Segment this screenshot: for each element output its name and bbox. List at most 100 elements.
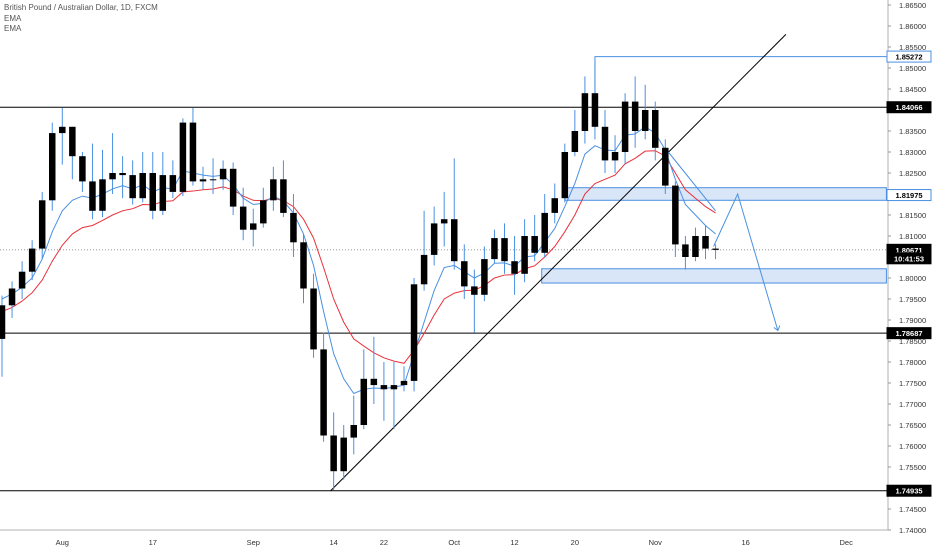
candle-body [380,385,388,390]
candle-body [229,168,237,207]
x-tick-label: Aug [56,538,69,547]
candle-body [149,173,156,211]
candle-body [491,238,498,260]
time-axis[interactable]: Aug 17 Sep 14 22 Oct 12 20 Nov 16 Dec [0,529,888,547]
symbol-title[interactable]: British Pound / Australian Dollar, 1D, F… [4,3,158,12]
price-label-box [886,327,932,340]
candle-body [209,179,217,181]
candle-body [621,101,629,152]
candle-body [631,101,639,131]
x-tick-label: 17 [149,538,157,547]
ema-lines [1,126,716,395]
candle-body [591,93,599,127]
candle-body [179,122,187,192]
candle-body [390,385,398,390]
candle-body [28,248,36,272]
price-label-box [886,101,932,114]
candle-body [400,380,408,386]
y-tick-label: 1.79500 [899,295,926,304]
y-tick-label: 1.79000 [899,316,926,325]
y-tick-label: 1.77000 [899,400,926,409]
candle-body [672,185,679,245]
x-tick-label: Dec [840,538,854,547]
candle-body [119,173,126,176]
candle-body [370,378,378,386]
x-tick-label: Nov [649,538,663,547]
price-label-box [886,252,932,265]
candle-body [601,126,609,161]
trend-lines [330,34,787,492]
candle-body [501,238,508,262]
y-tick-label: 1.85000 [899,64,926,73]
candle-body [521,236,528,274]
x-tick-label: 12 [510,538,518,547]
zone-rect [541,268,887,284]
candle-body [340,437,347,472]
candle-body [0,305,6,339]
x-tick-label: 16 [742,538,750,547]
y-tick-label: 1.76500 [899,421,926,430]
candle-body [641,110,649,131]
candle-body [440,219,448,224]
zone-rect [564,187,887,201]
y-tick-label: 1.77500 [899,379,926,388]
candle-body [69,126,76,157]
candle-body [38,200,46,249]
candle-body [320,349,327,436]
candle-body [169,175,177,192]
candle-body [571,131,579,152]
price-axis[interactable]: 1.86500 1.86000 1.85500 1.85000 1.84500 1.840… [887,0,932,550]
candle-body [109,173,116,180]
horizontal-levels [0,56,888,492]
candle-body [531,236,538,253]
candle-body [189,122,197,182]
candle-body [260,200,267,224]
candle-body [89,181,96,211]
candle-body [330,435,337,472]
y-tick-label: 1.86000 [899,22,926,31]
candle-body [129,175,136,199]
candle-body [250,223,257,230]
price-label-text: 1.81975 [895,191,922,200]
ema-indicator-label[interactable]: EMA [4,24,22,33]
candle-body [199,179,207,182]
x-tick-label: 14 [329,538,337,547]
candle-body [18,271,26,289]
y-tick-label: 1.86500 [899,1,926,10]
candle-body [410,284,418,381]
price-label-text: 1.85272 [895,53,922,62]
candle-body [682,244,689,257]
price-label-text: 1.78687 [895,329,922,338]
x-tick-label: Oct [448,538,461,547]
candles [0,59,719,491]
candle-body [652,110,659,148]
candle-body [99,179,106,211]
y-tick-label: 1.84500 [899,85,926,94]
candle-body [350,425,357,438]
candle-body [561,152,569,199]
axis-background [888,0,932,550]
x-tick-label: Sep [247,538,260,547]
candle-body [270,179,277,201]
y-tick-label: 1.78000 [899,358,926,367]
ema-indicator-label[interactable]: EMA [4,13,22,23]
candle-body [420,254,428,285]
y-tick-label: 1.78500 [899,337,926,346]
candle-body [290,212,297,243]
price-label-text: 1.80671 [895,246,922,255]
projection-line [713,192,779,331]
price-label-text: 1.84066 [895,103,922,112]
y-tick-label: 1.85500 [899,43,926,52]
candle-body [430,223,438,255]
blue-high-line [594,56,888,94]
candle-body [300,242,307,289]
x-tick-label: 22 [380,538,388,547]
candle-body [239,206,247,230]
candle-body [159,175,167,211]
y-tick-label: 1.81500 [899,211,926,220]
projection-arrowhead [773,325,781,332]
candle-body [310,288,317,350]
price-label-box [886,484,932,497]
